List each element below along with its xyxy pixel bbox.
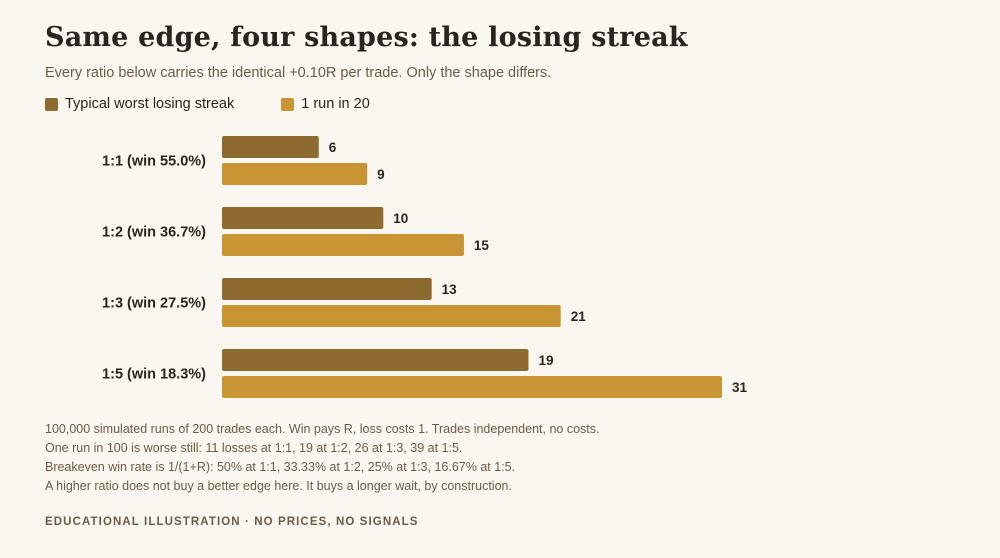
bar-value-label: 13 [442, 282, 458, 297]
bar-value-label: 21 [571, 309, 587, 324]
notes: 100,000 simulated runs of 200 trades eac… [45, 420, 599, 496]
bar-value-label: 15 [474, 238, 490, 253]
legend-item-tail: 1 run in 20 [281, 96, 370, 112]
category-label: 1:2 (win 36.7%) [102, 225, 206, 241]
bar-value-label: 9 [377, 167, 385, 182]
bar-tail [222, 305, 561, 327]
category-label: 1:1 (win 55.0%) [102, 154, 206, 170]
bar-typical [222, 349, 529, 371]
note-line: 100,000 simulated runs of 200 trades eac… [45, 422, 600, 436]
bar-value-label: 19 [538, 353, 553, 368]
legend-label-typical: Typical worst losing streak [65, 96, 235, 112]
legend: Typical worst losing streak 1 run in 20 [45, 96, 417, 112]
category-label: 1:3 (win 27.5%) [102, 296, 206, 312]
legend-item-typical: Typical worst losing streak [45, 96, 234, 112]
footer-disclaimer: EDUCATIONAL ILLUSTRATION · NO PRICES, NO… [45, 516, 419, 528]
note-line: Breakeven win rate is 1/(1+R): 50% at 1:… [45, 460, 516, 474]
bar-tail [222, 163, 368, 185]
category-label: 1:5 (win 18.3%) [102, 367, 206, 383]
chart-title: Same edge, four shapes: the losing strea… [45, 22, 688, 53]
legend-label-tail: 1 run in 20 [301, 96, 370, 112]
bar-typical [222, 207, 384, 229]
note-line: A higher ratio does not buy a better edg… [45, 479, 512, 493]
chart-subtitle: Every ratio below carries the identical … [45, 65, 552, 81]
bar-chart: 1:1 (win 55.0%) 6 9 1:2 (win 36.7%) 10 15 1:3 … [102, 136, 748, 398]
bar-value-label: 10 [393, 211, 408, 226]
bar-value-label: 31 [732, 380, 748, 395]
bar-tail [222, 376, 722, 398]
legend-swatch-tail [281, 97, 295, 111]
note-line: One run in 100 is worse still: 11 losses… [45, 441, 463, 455]
bar-typical [222, 136, 319, 158]
bar-tail [222, 234, 464, 256]
bar-value-label: 6 [329, 140, 337, 155]
bar-typical [222, 278, 432, 300]
legend-swatch-typical [45, 97, 58, 111]
